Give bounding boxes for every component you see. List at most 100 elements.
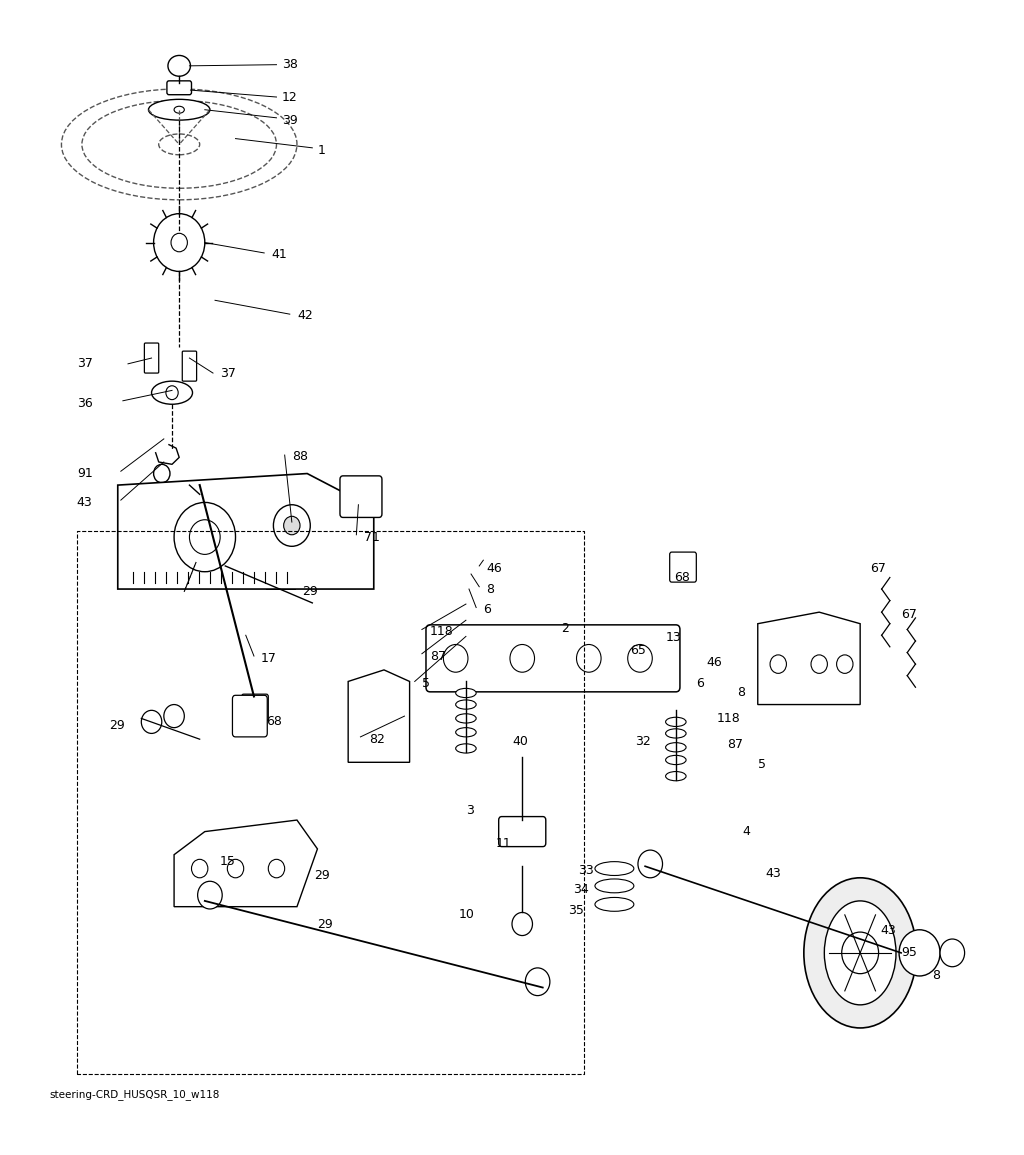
Circle shape bbox=[174, 502, 236, 572]
Text: 11: 11 bbox=[496, 836, 511, 850]
Circle shape bbox=[638, 850, 663, 878]
Circle shape bbox=[770, 655, 786, 673]
Text: 46: 46 bbox=[486, 561, 502, 575]
FancyBboxPatch shape bbox=[499, 817, 546, 847]
Circle shape bbox=[940, 939, 965, 967]
Ellipse shape bbox=[824, 901, 896, 1005]
Text: 6: 6 bbox=[696, 677, 705, 691]
Text: 88: 88 bbox=[292, 449, 308, 463]
Polygon shape bbox=[118, 474, 374, 589]
Text: 39: 39 bbox=[282, 113, 297, 127]
Circle shape bbox=[284, 516, 300, 535]
Text: 87: 87 bbox=[430, 649, 446, 663]
Circle shape bbox=[191, 859, 208, 878]
Ellipse shape bbox=[666, 729, 686, 738]
Ellipse shape bbox=[595, 862, 634, 875]
Text: 71: 71 bbox=[364, 530, 380, 544]
FancyBboxPatch shape bbox=[426, 625, 680, 692]
FancyBboxPatch shape bbox=[167, 81, 191, 95]
Text: 29: 29 bbox=[302, 584, 317, 598]
Circle shape bbox=[577, 644, 601, 672]
Text: 67: 67 bbox=[901, 608, 918, 621]
Text: 29: 29 bbox=[314, 869, 330, 882]
Text: 38: 38 bbox=[282, 58, 298, 72]
FancyBboxPatch shape bbox=[670, 552, 696, 582]
Text: 34: 34 bbox=[573, 882, 589, 896]
Ellipse shape bbox=[595, 879, 634, 893]
Text: 8: 8 bbox=[737, 686, 745, 700]
Ellipse shape bbox=[804, 878, 916, 1028]
Text: 118: 118 bbox=[717, 711, 740, 725]
Text: 15: 15 bbox=[220, 855, 237, 869]
Text: 8: 8 bbox=[932, 969, 940, 983]
Text: 68: 68 bbox=[674, 571, 690, 584]
Text: 43: 43 bbox=[77, 495, 92, 509]
Circle shape bbox=[166, 386, 178, 400]
Circle shape bbox=[443, 644, 468, 672]
Circle shape bbox=[512, 912, 532, 936]
Text: 118: 118 bbox=[430, 625, 454, 639]
Circle shape bbox=[899, 930, 940, 976]
Circle shape bbox=[628, 644, 652, 672]
Text: 6: 6 bbox=[483, 603, 492, 617]
Ellipse shape bbox=[456, 714, 476, 723]
Text: 10: 10 bbox=[459, 908, 475, 922]
Text: 35: 35 bbox=[568, 903, 585, 917]
Text: 36: 36 bbox=[77, 396, 92, 410]
Ellipse shape bbox=[456, 700, 476, 709]
Circle shape bbox=[198, 881, 222, 909]
Text: 2: 2 bbox=[561, 621, 569, 635]
Text: 41: 41 bbox=[271, 247, 287, 261]
Polygon shape bbox=[758, 612, 860, 705]
Text: 3: 3 bbox=[466, 804, 474, 818]
Circle shape bbox=[837, 655, 853, 673]
Text: 5: 5 bbox=[758, 758, 766, 772]
Text: 29: 29 bbox=[110, 718, 125, 732]
Ellipse shape bbox=[666, 717, 686, 726]
FancyBboxPatch shape bbox=[232, 695, 267, 737]
Text: 12: 12 bbox=[282, 90, 297, 104]
Text: 4: 4 bbox=[742, 825, 751, 839]
Text: steering-CRD_HUSQSR_10_w118: steering-CRD_HUSQSR_10_w118 bbox=[49, 1089, 219, 1100]
Text: 37: 37 bbox=[220, 366, 237, 380]
Circle shape bbox=[154, 214, 205, 271]
Text: 43: 43 bbox=[881, 924, 896, 938]
Text: 82: 82 bbox=[369, 732, 385, 746]
Text: 65: 65 bbox=[630, 643, 646, 657]
Text: 33: 33 bbox=[579, 864, 594, 878]
Ellipse shape bbox=[152, 381, 193, 404]
Circle shape bbox=[842, 932, 879, 974]
Ellipse shape bbox=[595, 897, 634, 911]
Ellipse shape bbox=[456, 688, 476, 698]
Ellipse shape bbox=[666, 772, 686, 781]
Polygon shape bbox=[348, 670, 410, 762]
Text: 8: 8 bbox=[486, 582, 495, 596]
Text: 67: 67 bbox=[870, 561, 887, 575]
Circle shape bbox=[811, 655, 827, 673]
Text: 68: 68 bbox=[266, 715, 283, 729]
Circle shape bbox=[141, 710, 162, 733]
Circle shape bbox=[273, 505, 310, 546]
Text: 43: 43 bbox=[765, 866, 780, 880]
Text: 17: 17 bbox=[261, 651, 278, 665]
Circle shape bbox=[510, 644, 535, 672]
Circle shape bbox=[268, 859, 285, 878]
Ellipse shape bbox=[666, 755, 686, 765]
Text: 29: 29 bbox=[317, 917, 333, 931]
Text: 1: 1 bbox=[317, 143, 326, 157]
Text: 13: 13 bbox=[666, 631, 681, 644]
Text: 95: 95 bbox=[901, 946, 918, 960]
Text: 87: 87 bbox=[727, 738, 743, 752]
FancyBboxPatch shape bbox=[182, 351, 197, 381]
Ellipse shape bbox=[456, 728, 476, 737]
Ellipse shape bbox=[666, 743, 686, 752]
Text: 37: 37 bbox=[77, 357, 93, 371]
Text: 5: 5 bbox=[422, 677, 430, 691]
Text: 32: 32 bbox=[635, 735, 650, 748]
Text: 46: 46 bbox=[707, 656, 722, 670]
Circle shape bbox=[171, 233, 187, 252]
Ellipse shape bbox=[148, 99, 210, 120]
Polygon shape bbox=[174, 820, 317, 907]
Ellipse shape bbox=[168, 55, 190, 76]
Text: 91: 91 bbox=[77, 467, 92, 480]
